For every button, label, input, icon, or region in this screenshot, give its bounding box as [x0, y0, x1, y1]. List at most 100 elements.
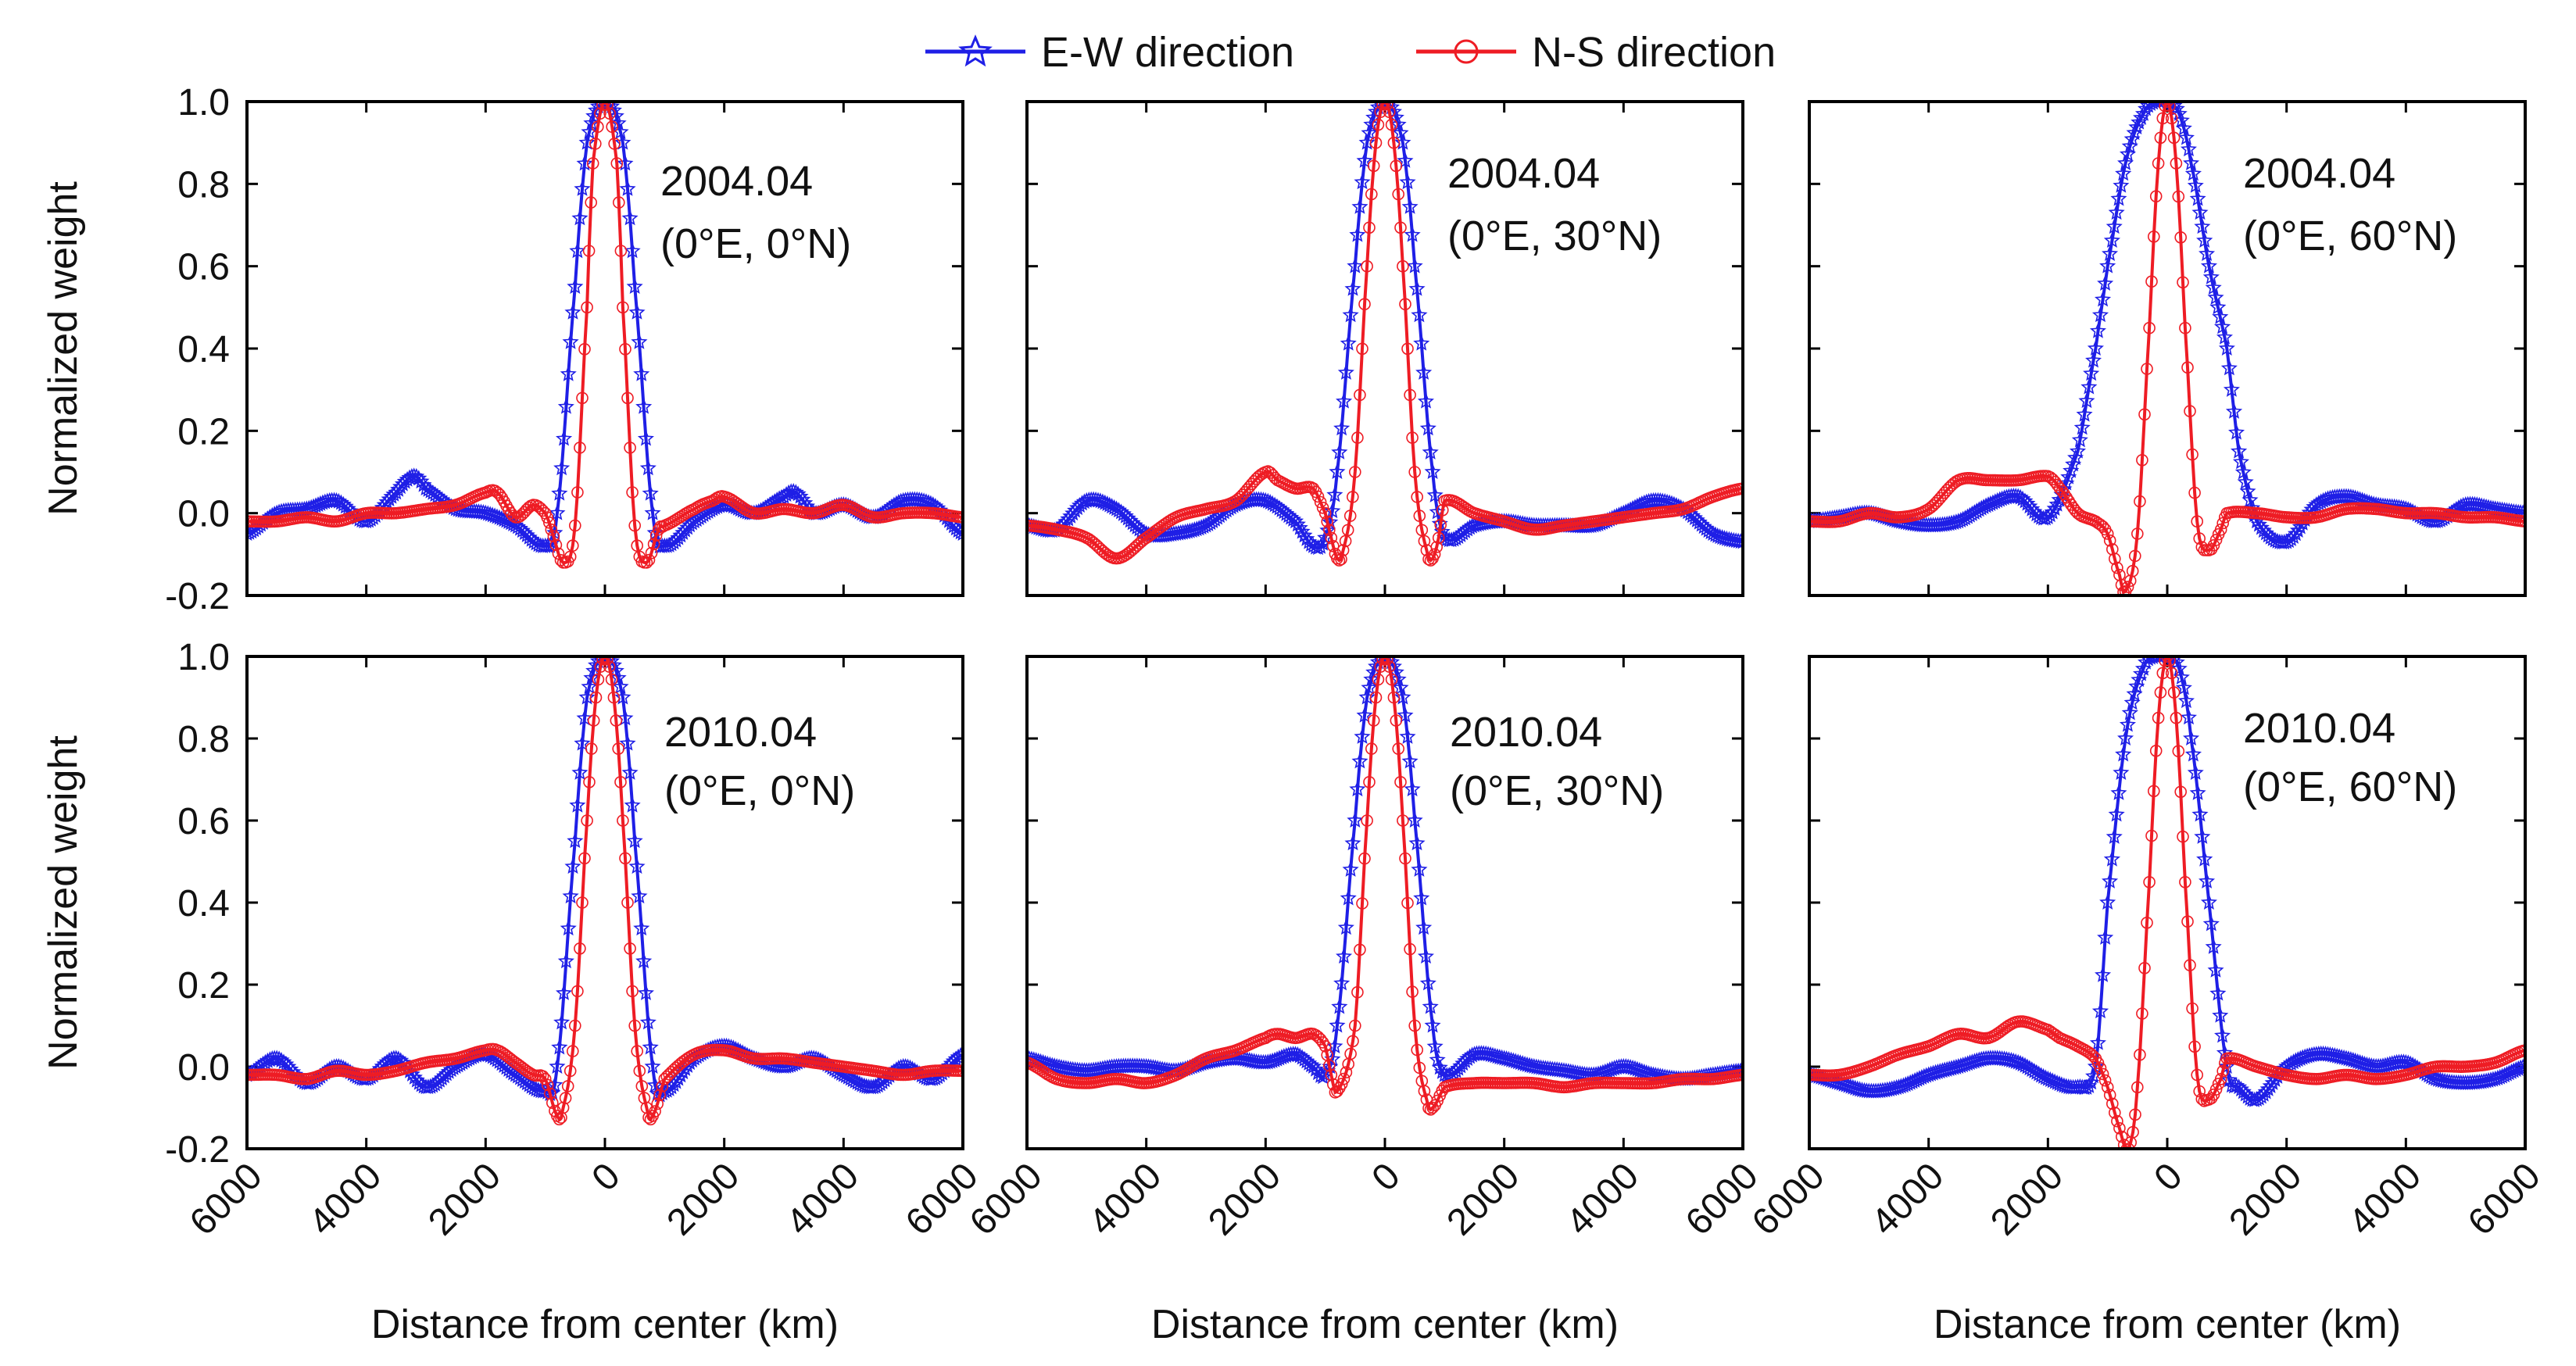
top-middle-ns-point-48 [1131, 539, 1143, 552]
top-left-series-ew [247, 102, 963, 554]
bottom-right-x-tick-label-0: 6000 [1744, 1155, 1833, 1243]
bottom-left-ns-point-178 [649, 1105, 661, 1117]
panel-bottom-right: 6000 4000 2000 0 2000 4000 6000 2010.04 (0°E, … [1744, 655, 2549, 1243]
top-left-ew-line [247, 102, 963, 549]
top-middle-ew-line [1027, 102, 1743, 550]
panel-top-right-location: (0°E, 60°N) [2243, 213, 2457, 259]
y-axis-label-bottom: Normalized weight [41, 735, 86, 1070]
bottom-right-ew-point-152 [2152, 656, 2163, 663]
panel-top-right-frame [1808, 100, 2527, 597]
top-left-y-tick-label-4: 0.6 [177, 247, 230, 288]
bottom-middle-ns-point-138 [1335, 1078, 1348, 1090]
bottom-left-ns-point-136 [553, 1113, 566, 1126]
top-right-ns-point-61 [1943, 481, 1955, 494]
top-left-ns-line [247, 102, 963, 564]
bottom-left-ew-line [247, 656, 963, 1097]
bottom-right-ew-line [1809, 656, 2525, 1102]
top-middle-ew-point-120 [1293, 523, 1311, 539]
top-middle-ns-point-45 [1124, 545, 1136, 558]
bottom-left-ns-point-186 [667, 1064, 680, 1076]
bottom-middle-series-ew [1027, 656, 1743, 1086]
panel-bottom-right-x-tick-labels: 6000 4000 2000 0 2000 4000 6000 [1744, 1155, 2549, 1243]
top-right-ew-point-312 [2517, 504, 2525, 520]
x-axis-label-left: Distance from center (km) [371, 1302, 839, 1347]
bottom-right-ns-point-130 [2101, 1081, 2114, 1094]
top-left-y-tick-label-0: -0.2 [165, 576, 230, 617]
top-right-ew-point-152 [2152, 102, 2163, 108]
bottom-right-ew-point-197 [2252, 1088, 2270, 1104]
bottom-right-ns-point-127 [2094, 1062, 2107, 1075]
panel-bottom-middle-frame [1025, 655, 1744, 1150]
panel-top-left-frame [245, 100, 964, 597]
top-left-ew-point-242 [794, 491, 811, 507]
bottom-left-y-tick-label-6: 1.0 [177, 637, 230, 678]
panel-bottom-right-date: 2010.04 [2243, 705, 2395, 752]
bottom-left-x-tick-label-4: 2000 [659, 1155, 747, 1243]
panel-bottom-right-frame [1808, 655, 2527, 1150]
bottom-middle-x-tick-label-5: 4000 [1558, 1155, 1647, 1243]
top-left-y-tick-label-2: 0.2 [177, 411, 230, 452]
bottom-middle-ns-point-157 [1379, 656, 1391, 663]
bottom-left-ns-point-182 [658, 1073, 671, 1085]
bottom-right-x-tick-label-2: 2000 [1983, 1155, 2071, 1243]
top-right-ns-point-54 [1927, 499, 1940, 512]
bottom-middle-ew-point-180 [1431, 1059, 1448, 1075]
bottom-middle-ew-point-126 [1307, 1060, 1324, 1077]
bottom-left-y-tick-label-0: -0.2 [165, 1129, 230, 1171]
bottom-middle-ns-point-139 [1337, 1072, 1351, 1085]
bottom-middle-x-tick-label-1: 4000 [1081, 1155, 1169, 1243]
panel-bottom-middle-series [1027, 656, 1743, 1116]
bottom-right-ew-point-158 [2165, 656, 2179, 665]
top-middle-ns-point-46 [1126, 543, 1139, 556]
panel-top-middle-series [1027, 102, 1743, 567]
top-right-ns-line [1809, 102, 2525, 595]
top-left-y-tick-label-5: 0.8 [177, 164, 230, 206]
panel-bottom-left-location: (0°E, 0°N) [664, 767, 855, 814]
bottom-right-ns-point-177 [2209, 1083, 2223, 1096]
panel-top-middle: 2004.04 (0°E, 30°N) [1025, 100, 1744, 597]
bottom-right-x-tick-label-3: 0 [2146, 1155, 2190, 1199]
legend-label-ew: E-W direction [1041, 29, 1294, 76]
bottom-right-ew-point-149 [2144, 656, 2158, 665]
bottom-left-ns-point-183 [660, 1070, 674, 1083]
legend-circle-icon [1454, 39, 1479, 64]
bottom-middle-x-tick-label-2: 2000 [1200, 1155, 1289, 1243]
bottom-middle-ew-line [1027, 656, 1743, 1081]
panel-top-left-location: (0°E, 0°N) [660, 220, 851, 267]
bottom-right-ew-point-185 [2225, 1078, 2243, 1094]
bottom-right-ns-point-139 [2122, 1143, 2135, 1149]
top-left-ew-point-76 [413, 473, 430, 489]
top-left-ns-point-114 [503, 503, 515, 517]
bottom-left-series-ns [247, 656, 963, 1126]
legend: E-W direction N-S direction [925, 29, 1776, 76]
bottom-left-ns-line [247, 656, 963, 1122]
panel-bottom-left-y-tick-labels: -0.2 0.0 0.2 0.4 0.6 0.8 1.0 [165, 637, 230, 1171]
top-right-series-ew [1809, 102, 2525, 550]
bottom-left-x-tick-label-2: 2000 [420, 1155, 509, 1243]
top-middle-ew-point-121 [1296, 527, 1313, 543]
top-left-ew-point-243 [796, 494, 814, 510]
top-right-ns-point-111 [2058, 488, 2071, 501]
top-left-ew-point-187 [667, 531, 685, 548]
top-middle-ns-point-177 [1424, 554, 1437, 567]
top-right-ns-point-179 [2214, 523, 2227, 536]
bottom-middle-x-tick-label-4: 2000 [1439, 1155, 1527, 1243]
panel-top-middle-frame [1025, 100, 1744, 597]
panel-top-right-date: 2004.04 [2243, 150, 2395, 197]
top-middle-ns-point-128 [1314, 495, 1327, 509]
bottom-right-ew-point-311 [2514, 1058, 2525, 1075]
bottom-middle-ns-line [1027, 656, 1743, 1112]
bottom-middle-ew-point-188 [1450, 1060, 1467, 1076]
bottom-middle-x-tick-label-6: 6000 [1678, 1155, 1766, 1243]
top-middle-ns-point-92 [1232, 492, 1244, 506]
top-right-ns-point-112 [2060, 491, 2073, 504]
bottom-middle-x-tick-label-0: 6000 [962, 1155, 1050, 1243]
bottom-left-x-tick-label-3: 0 [584, 1155, 628, 1199]
top-right-series-ns [1809, 102, 2525, 595]
top-left-series-ns [247, 102, 963, 569]
bottom-left-x-tick-label-1: 4000 [301, 1155, 389, 1243]
panel-top-left-y-tick-labels: -0.2 0.0 0.2 0.4 0.6 0.8 1.0 [165, 82, 230, 617]
top-middle-ns-point-137 [1333, 554, 1346, 567]
legend-star-icon [958, 34, 993, 67]
top-left-y-tick-label-1: 0.0 [177, 494, 230, 535]
